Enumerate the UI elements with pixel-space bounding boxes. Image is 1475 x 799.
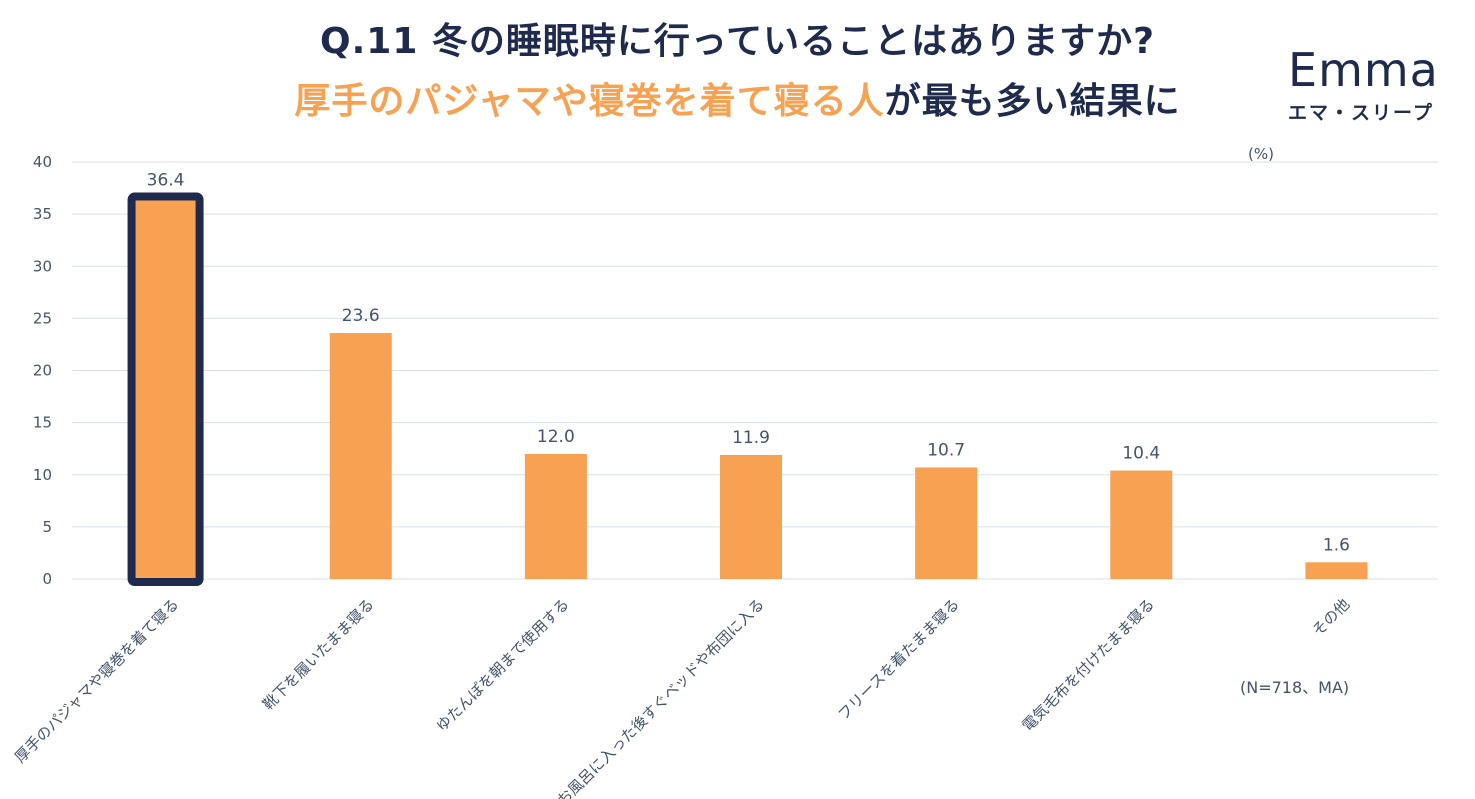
- y-tick-label: 40: [33, 153, 52, 171]
- bar: [1305, 562, 1368, 579]
- y-tick-label: 20: [33, 362, 52, 380]
- y-tick-label: 30: [33, 257, 52, 275]
- highlight-box: [127, 192, 204, 586]
- chart-title: Q.11 冬の睡眠時に行っていることはありますか?: [320, 21, 1155, 62]
- data-label: 12.0: [537, 427, 575, 447]
- data-label: 11.9: [732, 428, 770, 448]
- bar: [329, 332, 392, 579]
- data-label: 23.6: [342, 306, 380, 326]
- y-tick-label: 35: [33, 205, 52, 223]
- bar: [1110, 470, 1173, 579]
- bar: [915, 467, 978, 579]
- x-tick-label: 靴下を履いたまま寝る: [259, 595, 377, 713]
- x-tick-label: お風呂に入った後すぐベッドや布団に入る: [554, 595, 768, 799]
- bar: [720, 454, 782, 579]
- subtitle-highlight: 厚手のパジャマや寝巻を着て寝る人: [294, 81, 885, 122]
- data-label: 10.4: [1122, 444, 1160, 464]
- unit-label: (%): [1248, 145, 1274, 163]
- emma-logo: Emma エマ・スリープ: [1288, 44, 1463, 125]
- logo-subtitle: エマ・スリープ: [1288, 102, 1434, 124]
- bar: [524, 453, 587, 579]
- logo-brand: Emma: [1288, 43, 1439, 97]
- y-tick-label: 0: [42, 570, 52, 588]
- data-label: 1.6: [1323, 535, 1350, 555]
- subtitle-rest: が最も多い結果に: [884, 81, 1181, 122]
- data-label: 36.4: [147, 171, 185, 191]
- y-tick-label: 15: [33, 414, 52, 432]
- sample-note: (N=718、MA): [1240, 678, 1350, 697]
- x-tick-label: 電気毛布を付けたまま寝る: [1018, 595, 1158, 735]
- bar: [134, 199, 197, 579]
- x-tick-label: その他: [1309, 595, 1354, 640]
- x-tick-label: ゆたんぽを朝まで使用する: [433, 595, 573, 735]
- y-tick-label: 10: [33, 466, 52, 484]
- chart-subtitle: 厚手のパジャマや寝巻を着て寝る人が最も多い結果に: [0, 72, 1475, 124]
- x-tick-label: 厚手のパジャマや寝巻を着て寝る: [11, 595, 182, 766]
- data-label: 10.7: [927, 440, 965, 460]
- y-tick-label: 25: [33, 309, 52, 327]
- x-tick-label: フリースを着たまま寝る: [834, 595, 963, 724]
- y-tick-label: 5: [42, 518, 52, 536]
